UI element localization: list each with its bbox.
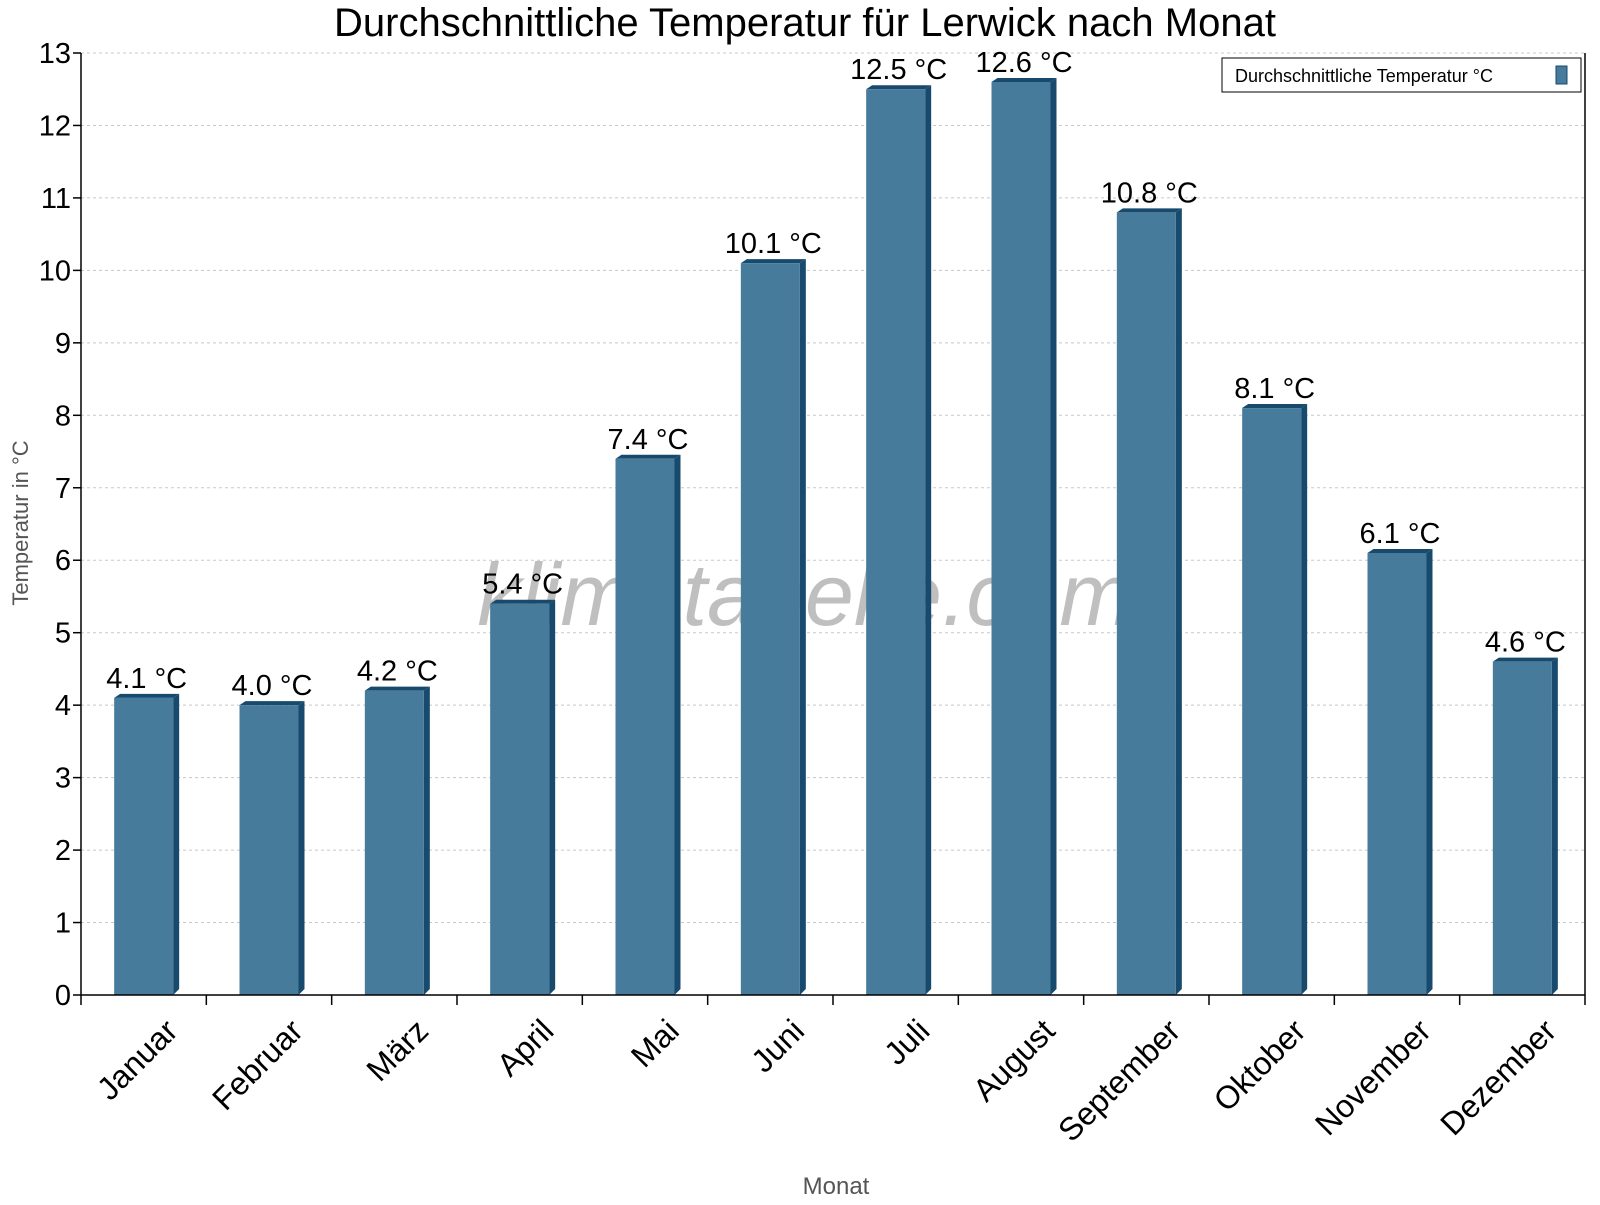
data-label: 10.8 °C (1101, 177, 1198, 209)
y-tick-label: 4 (55, 690, 71, 722)
bar-top (490, 599, 556, 604)
y-tick-label: 0 (55, 980, 71, 1012)
y-tick-label: 11 (41, 183, 71, 215)
y-axis-label: Temperatur in °C (8, 440, 33, 605)
bar-top (991, 77, 1057, 82)
x-axis-label: Monat (803, 1173, 870, 1200)
bar-side (1551, 657, 1558, 995)
chart-title: Durchschnittliche Temperatur für Lerwick… (334, 1, 1276, 45)
bar (615, 458, 675, 995)
bar-side (1426, 548, 1433, 995)
data-label: 12.5 °C (850, 54, 947, 86)
bar-top (1242, 404, 1308, 409)
y-tick-label: 8 (55, 400, 71, 432)
x-tick-label: September (1051, 1012, 1187, 1148)
y-tick-label: 5 (55, 618, 71, 650)
legend: Durchschnittliche Temperatur °C (1221, 57, 1582, 93)
y-tick-label: 13 (39, 38, 71, 70)
bar-side (423, 686, 430, 995)
data-label: 4.6 °C (1485, 627, 1566, 659)
bar-top (615, 454, 681, 459)
bar-top (239, 701, 305, 706)
y-tick-label: 7 (55, 473, 71, 505)
bar-side (1050, 77, 1057, 995)
bar (1242, 408, 1302, 995)
bar-side (1175, 208, 1182, 995)
data-label: 12.6 °C (975, 47, 1072, 79)
legend-swatch (1555, 65, 1568, 85)
data-label: 5.4 °C (482, 569, 563, 601)
bar-top (364, 686, 430, 691)
bar-top (114, 693, 180, 698)
x-tick-label: Juni (744, 1012, 811, 1079)
legend-box (1221, 57, 1582, 93)
bar-side (674, 454, 681, 995)
y-tick-label: 9 (55, 328, 71, 360)
x-tick-label: November (1308, 1012, 1438, 1142)
bar-side (298, 701, 305, 995)
x-tick-label: Oktober (1207, 1012, 1313, 1118)
y-tick-label: 3 (55, 763, 71, 795)
bar-top (1116, 208, 1182, 213)
bar-top (866, 85, 932, 90)
y-tick-label: 12 (39, 110, 71, 142)
bar (1367, 552, 1427, 995)
bar (490, 603, 550, 995)
bar (239, 705, 299, 995)
bar (114, 697, 174, 995)
bar-top (1367, 548, 1433, 553)
data-label: 8.1 °C (1234, 373, 1315, 405)
bar (364, 690, 424, 995)
x-tick-label: April (490, 1012, 561, 1083)
y-tick-label: 10 (39, 255, 71, 287)
x-tick-label: Februar (205, 1012, 310, 1117)
bar-side (1301, 404, 1308, 995)
bar-side (799, 259, 806, 996)
x-tick-label: Juli (877, 1012, 936, 1071)
x-tick-label: Dezember (1433, 1012, 1563, 1142)
x-tick-label: März (359, 1012, 435, 1088)
bar (1492, 661, 1552, 995)
x-tick-label: August (966, 1012, 1062, 1108)
x-tick-label: Mai (624, 1012, 686, 1074)
bar (1116, 212, 1176, 995)
bar-side (925, 85, 932, 995)
y-tick-label: 2 (55, 835, 71, 867)
data-label: 10.1 °C (725, 228, 822, 260)
bar (740, 263, 800, 996)
data-label: 6.1 °C (1360, 518, 1441, 550)
data-label: 4.1 °C (106, 663, 187, 695)
bar-top (1492, 657, 1558, 662)
y-tick-label: 6 (55, 545, 71, 577)
bar-top (740, 259, 806, 264)
bar-side (173, 693, 180, 995)
bar-side (549, 599, 556, 995)
bar (991, 81, 1051, 995)
bar (866, 89, 926, 995)
data-label: 7.4 °C (608, 424, 689, 456)
data-label: 4.0 °C (232, 670, 313, 702)
y-tick-label: 1 (55, 908, 71, 940)
data-label: 4.2 °C (357, 656, 438, 688)
legend-label: Durchschnittliche Temperatur °C (1235, 66, 1493, 86)
x-tick-label: Januar (90, 1012, 185, 1107)
